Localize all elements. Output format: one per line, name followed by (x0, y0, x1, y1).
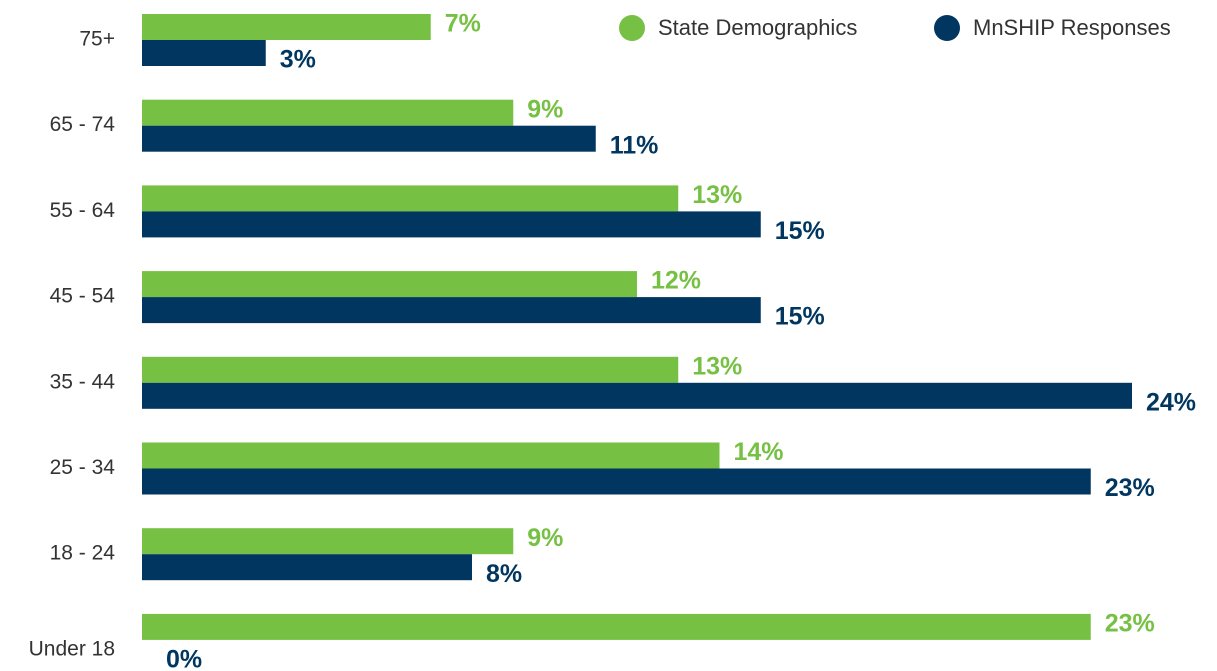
value-label: 8% (486, 560, 522, 588)
legend-marker (934, 15, 960, 41)
value-label: 9% (527, 524, 563, 552)
bar (142, 356, 679, 383)
value-label: 7% (445, 10, 481, 38)
value-label: 9% (527, 95, 563, 123)
bar (142, 554, 472, 581)
value-label: 23% (1105, 610, 1155, 638)
value-label: 14% (734, 438, 784, 466)
category-label: Under 18 (29, 637, 115, 660)
value-label: 0% (166, 646, 202, 671)
legend-label: MnSHIP Responses (973, 15, 1171, 40)
bar (142, 468, 1091, 495)
value-label: 15% (775, 217, 825, 245)
value-label: 23% (1105, 474, 1155, 502)
bar (142, 211, 761, 238)
category-label: 55 - 64 (50, 199, 116, 222)
bar (142, 125, 596, 152)
category-label: 45 - 54 (50, 285, 116, 308)
category-label: 65 - 74 (50, 113, 116, 136)
category-label: 35 - 44 (50, 370, 116, 393)
bar (142, 185, 679, 212)
value-label: 11% (610, 131, 659, 159)
bar (142, 442, 720, 469)
bar (142, 40, 266, 66)
value-label: 3% (280, 46, 316, 74)
bar (142, 528, 514, 555)
bar (142, 613, 1091, 640)
bar (142, 382, 1132, 409)
category-label: 75+ (79, 28, 115, 51)
value-label: 13% (692, 352, 742, 380)
value-label: 15% (775, 303, 825, 331)
value-label: 12% (651, 267, 701, 295)
bar (142, 271, 637, 298)
bar (142, 297, 761, 324)
value-label: 13% (692, 181, 742, 209)
legend-label: State Demographics (658, 15, 857, 40)
bar (142, 99, 514, 126)
legend-marker (619, 15, 645, 41)
category-label: 18 - 24 (50, 542, 116, 565)
bar (142, 14, 431, 40)
category-label: 25 - 34 (50, 456, 116, 479)
value-label: 24% (1146, 388, 1196, 416)
